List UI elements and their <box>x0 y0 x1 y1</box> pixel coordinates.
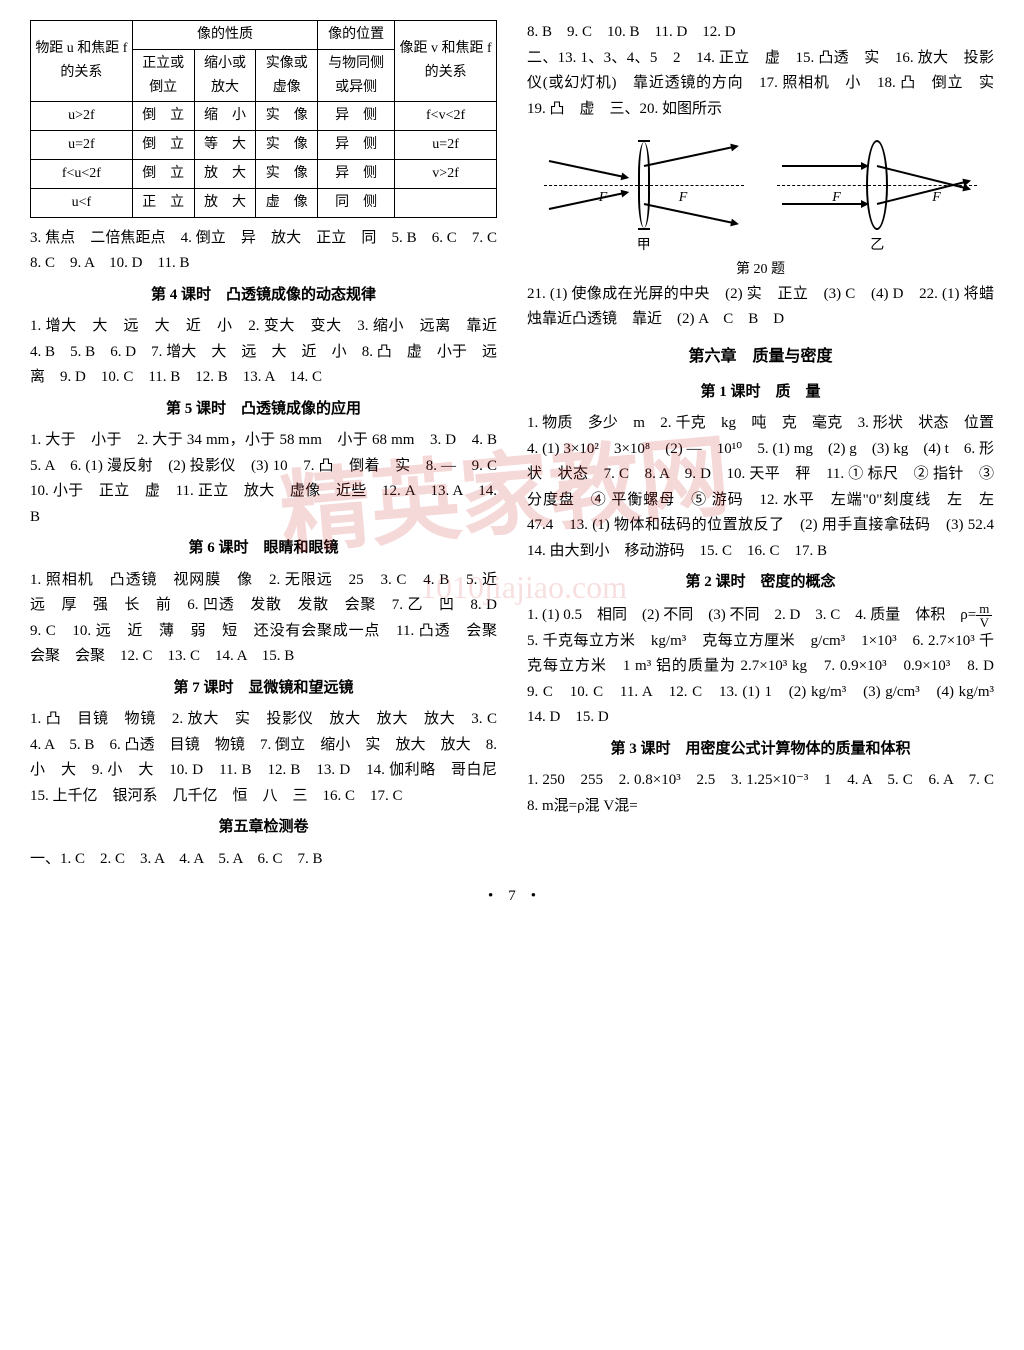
concave-lens-diagram: F F 甲 <box>544 130 744 240</box>
light-ray <box>782 203 867 205</box>
table-cell: 倒 立 <box>132 102 194 131</box>
section-1-title: 第 1 课时 质 量 <box>527 380 994 406</box>
table-cell: 虚 像 <box>256 188 318 217</box>
focal-point-label: F <box>679 186 688 210</box>
table-cell: 异 侧 <box>318 159 395 188</box>
table-cell: u=2f <box>31 131 133 160</box>
table-cell: 等 大 <box>194 131 256 160</box>
diagram-caption: 第 20 题 <box>527 258 994 282</box>
table-cell: 放 大 <box>194 188 256 217</box>
table-header-cell: 正立或 倒立 <box>132 49 194 102</box>
light-ray <box>549 191 628 210</box>
right-column: 8. B 9. C 10. B 11. D 12. D 二、13. 1、3、4、… <box>527 20 994 872</box>
convex-lens-icon <box>866 140 888 230</box>
answer-text: 1. 凸 目镜 物镜 2. 放大 实 投影仪 放大 放大 放大 3. C 4. … <box>30 707 497 809</box>
chapter-6-title: 第六章 质量与密度 <box>527 343 994 370</box>
table-header-cell: 缩小或 放大 <box>194 49 256 102</box>
table-header-cell: 像距 v 和焦距 f 的关系 <box>395 21 497 102</box>
table-header-cell: 与物同侧 或异侧 <box>318 49 395 102</box>
answer-text: 1. 大于 小于 2. 大于 34 mm，小于 58 mm 小于 68 mm 3… <box>30 428 497 530</box>
table-cell: 实 像 <box>256 102 318 131</box>
section-2-title: 第 2 课时 密度的概念 <box>527 570 994 596</box>
light-ray <box>549 160 628 179</box>
table-cell: u>2f <box>31 102 133 131</box>
section-7-title: 第 7 课时 显微镜和望远镜 <box>30 676 497 702</box>
answer-span: 5. 千克每立方米 kg/m³ 克每立方厘米 g/cm³ 1×10³ 6. 2.… <box>527 607 1009 726</box>
section-3-title: 第 3 课时 用密度公式计算物体的质量和体积 <box>527 737 994 763</box>
table-cell: 正 立 <box>132 188 194 217</box>
table-cell: 异 侧 <box>318 131 395 160</box>
table-cell: 实 像 <box>256 131 318 160</box>
section-5-title: 第 5 课时 凸透镜成像的应用 <box>30 397 497 423</box>
answer-span: 1. (1) 0.5 相同 (2) 不同 (3) 不同 2. D 3. C 4.… <box>527 607 976 623</box>
table-cell: u<f <box>31 188 133 217</box>
light-ray <box>644 145 737 167</box>
table-cell: 倒 立 <box>132 159 194 188</box>
lens-imaging-table: 物距 u 和焦距 f 的关系 像的性质 像的位置 像距 v 和焦距 f 的关系 … <box>30 20 497 218</box>
light-ray <box>877 165 970 190</box>
answer-text: 8. B 9. C 10. B 11. D 12. D <box>527 20 994 46</box>
table-header-cell: 实像或 虚像 <box>256 49 318 102</box>
table-cell <box>395 188 497 217</box>
light-ray <box>782 165 867 167</box>
table-cell: u=2f <box>395 131 497 160</box>
section-4-title: 第 4 课时 凸透镜成像的动态规律 <box>30 283 497 309</box>
left-column: 物距 u 和焦距 f 的关系 像的性质 像的位置 像距 v 和焦距 f 的关系 … <box>30 20 497 872</box>
answer-text: 1. 增大 大 远 大 近 小 2. 变大 变大 3. 缩小 远离 靠近 4. … <box>30 314 497 391</box>
light-ray <box>644 203 737 225</box>
answer-text: 3. 焦点 二倍焦距点 4. 倒立 异 放大 正立 同 5. B 6. C 7.… <box>30 226 497 277</box>
table-cell: 倒 立 <box>132 131 194 160</box>
table-cell: 异 侧 <box>318 102 395 131</box>
diagram-label-jia: 甲 <box>637 234 651 258</box>
answer-text: 1. (1) 0.5 相同 (2) 不同 (3) 不同 2. D 3. C 4.… <box>527 602 994 731</box>
density-formula-fraction: mV <box>976 602 992 629</box>
chapter-5-test-title: 第五章检测卷 <box>30 815 497 841</box>
table-header-cell: 像的性质 <box>132 21 317 50</box>
answer-text: 1. 照相机 凸透镜 视网膜 像 2. 无限远 25 3. C 4. B 5. … <box>30 568 497 670</box>
table-cell: 实 像 <box>256 159 318 188</box>
table-cell: f<v<2f <box>395 102 497 131</box>
section-6-title: 第 6 课时 眼睛和眼镜 <box>30 536 497 562</box>
fraction-numerator: m <box>976 602 992 616</box>
table-cell: 缩 小 <box>194 102 256 131</box>
focal-point-label: F <box>832 186 841 210</box>
answer-text: 21. (1) 使像成在光屏的中央 (2) 实 正立 (3) C (4) D 2… <box>527 282 994 333</box>
table-cell: 同 侧 <box>318 188 395 217</box>
answer-text: 一、1. C 2. C 3. A 4. A 5. A 6. C 7. B <box>30 847 497 873</box>
focal-point-label: F <box>932 186 941 210</box>
table-cell: f<u<2f <box>31 159 133 188</box>
diagram-label-yi: 乙 <box>870 234 884 258</box>
focal-point-label: F <box>599 186 608 210</box>
answer-text: 1. 250 255 2. 0.8×10³ 2.5 3. 1.25×10⁻³ 1… <box>527 768 994 819</box>
fraction-denominator: V <box>976 616 992 629</box>
table-header-cell: 物距 u 和焦距 f 的关系 <box>31 21 133 102</box>
page-num-value: 7 <box>508 888 516 904</box>
table-cell: v>2f <box>395 159 497 188</box>
answer-text: 1. 物质 多少 m 2. 千克 kg 吨 克 毫克 3. 形状 状态 位置 4… <box>527 411 994 564</box>
table-header-cell: 像的位置 <box>318 21 395 50</box>
lens-diagram-q20: F F 甲 F F 乙 <box>527 130 994 240</box>
light-ray <box>877 180 970 205</box>
concave-lens-icon <box>638 140 650 230</box>
two-column-layout: 物距 u 和焦距 f 的关系 像的性质 像的位置 像距 v 和焦距 f 的关系 … <box>30 20 994 872</box>
page-number: • 7 • <box>30 884 994 910</box>
answer-text: 二、13. 1、3、4、5 2 14. 正立 虚 15. 凸透 实 16. 放大… <box>527 46 994 123</box>
convex-lens-diagram: F F 乙 <box>777 130 977 240</box>
table-cell: 放 大 <box>194 159 256 188</box>
